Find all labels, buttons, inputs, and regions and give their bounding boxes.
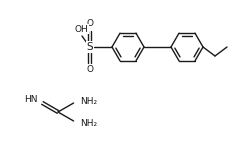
Text: S: S bbox=[86, 42, 93, 52]
Text: HN: HN bbox=[24, 96, 37, 105]
Text: O: O bbox=[86, 20, 93, 29]
Text: NH₂: NH₂ bbox=[80, 118, 97, 127]
Text: OH: OH bbox=[74, 25, 88, 34]
Text: O: O bbox=[86, 66, 93, 75]
Text: NH₂: NH₂ bbox=[80, 96, 97, 106]
